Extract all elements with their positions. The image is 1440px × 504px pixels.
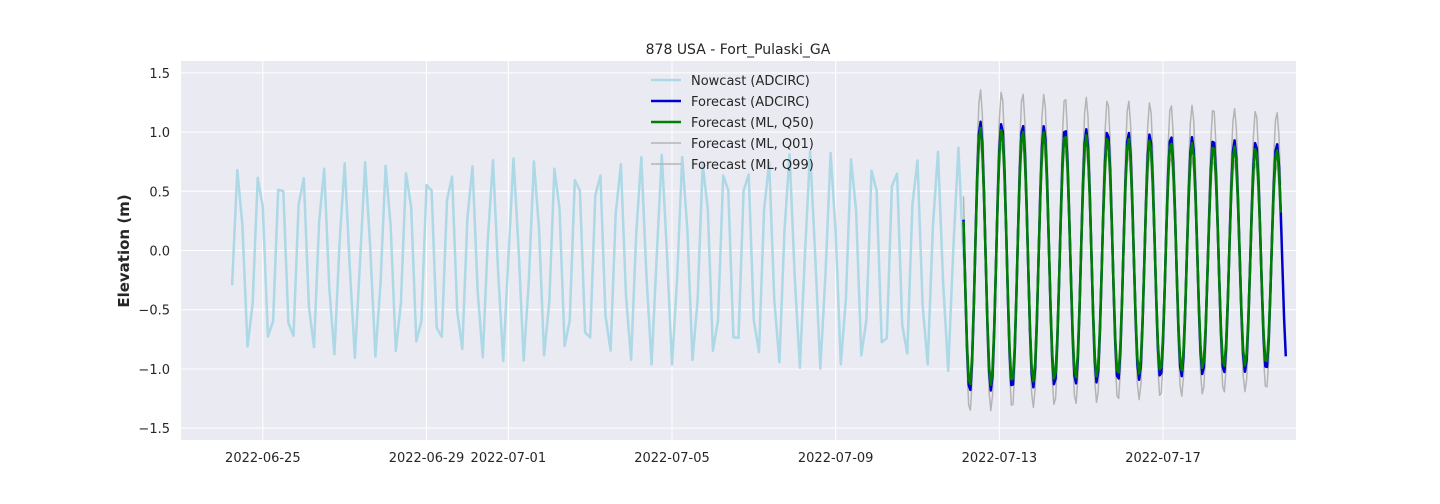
y-tick-label: 1.5 xyxy=(149,67,170,82)
y-tick-label: 0.5 xyxy=(149,185,170,200)
legend-label: Forecast (ML, Q99) xyxy=(691,158,814,173)
x-axis-ticks: 2022-06-25 2022-06-29 2022-07-01 2022-07-05… xyxy=(225,451,1201,466)
x-tick-label: 2022-07-09 xyxy=(798,451,874,466)
series-line-forecast-ml-q50 xyxy=(962,126,1282,386)
x-tick-label: 2022-07-17 xyxy=(1125,451,1201,466)
legend-label: Forecast (ML, Q01) xyxy=(691,137,814,152)
legend-label: Forecast (ML, Q50) xyxy=(691,116,814,131)
x-tick-label: 2022-06-29 xyxy=(389,451,465,466)
x-tick-label: 2022-07-01 xyxy=(471,451,547,466)
legend: Nowcast (ADCIRC) Forecast (ADCIRC) Forecas… xyxy=(651,74,814,173)
x-tick-label: 2022-07-13 xyxy=(962,451,1038,466)
legend-label: Forecast (ADCIRC) xyxy=(691,95,810,110)
x-tick-label: 2022-06-25 xyxy=(225,451,301,466)
y-tick-label: −1.0 xyxy=(138,363,170,378)
legend-label: Nowcast (ADCIRC) xyxy=(691,74,810,89)
chart-title: 878 USA - Fort_Pulaski_GA xyxy=(646,42,831,58)
y-tick-label: −0.5 xyxy=(138,304,170,319)
x-tick-label: 2022-07-05 xyxy=(634,451,710,466)
series-lines xyxy=(230,89,1288,412)
y-axis-ticks: −1.5 −1.0 −0.5 0.0 0.5 1.0 1.5 xyxy=(138,67,170,437)
y-tick-label: −1.5 xyxy=(138,422,170,437)
y-axis-label: Elevation (m) xyxy=(115,194,133,307)
series-line-nowcast-adcirc xyxy=(230,146,965,373)
y-tick-label: 0.0 xyxy=(149,245,170,260)
y-tick-label: 1.0 xyxy=(149,126,170,141)
